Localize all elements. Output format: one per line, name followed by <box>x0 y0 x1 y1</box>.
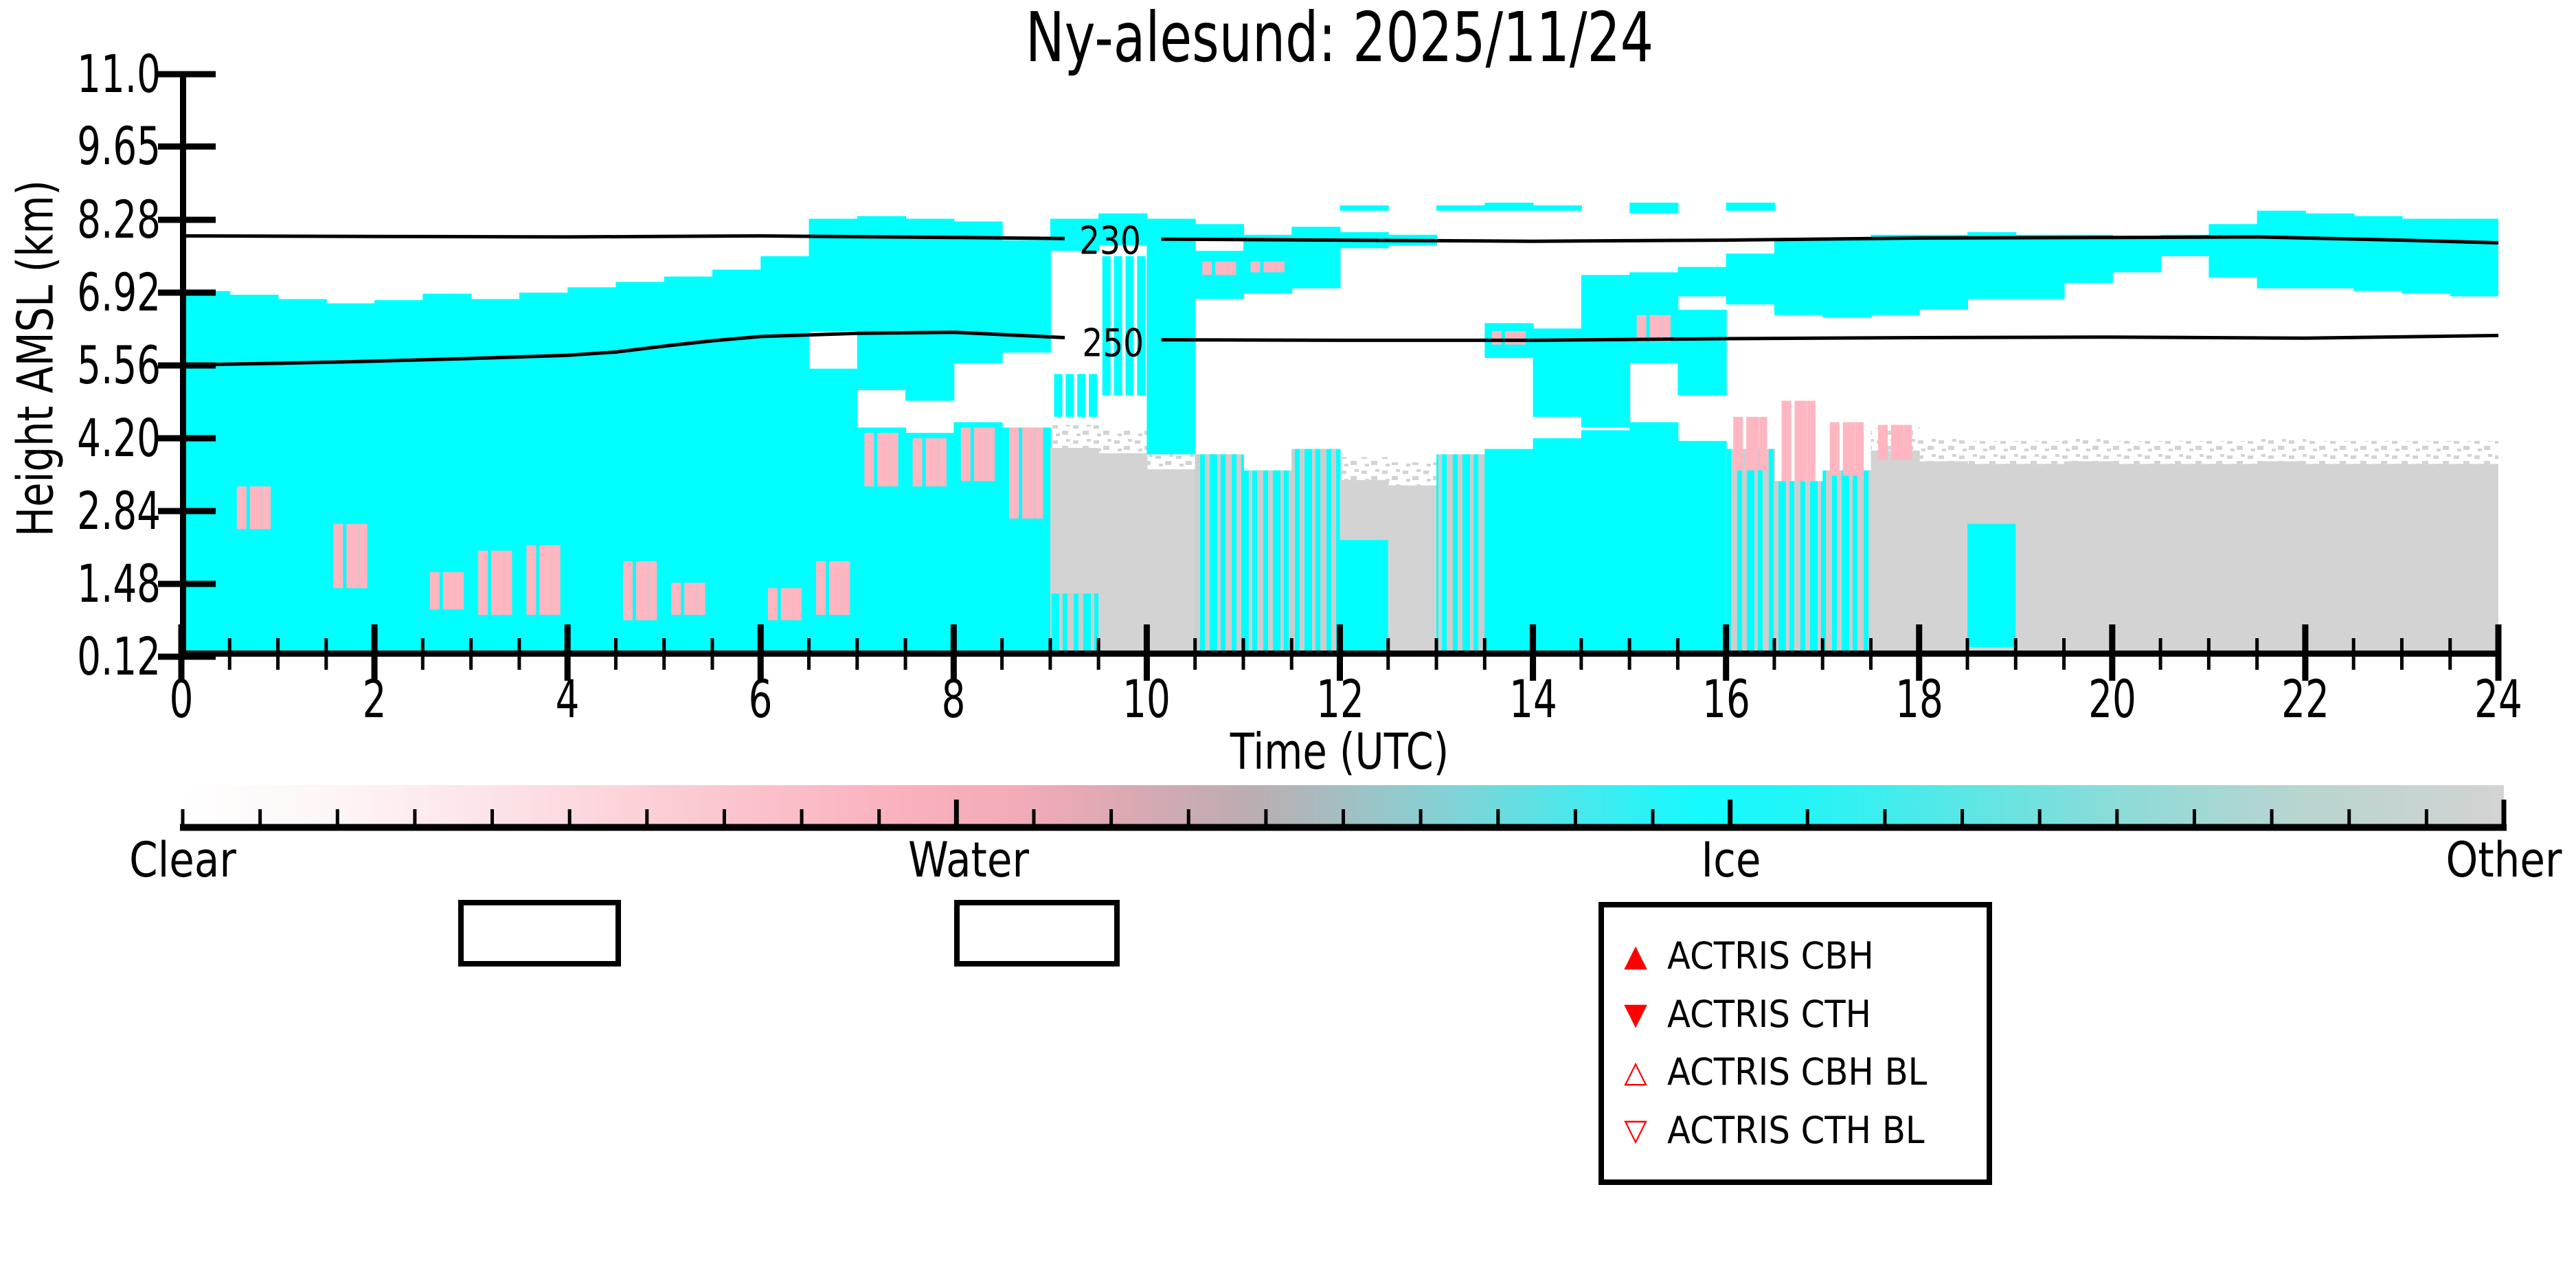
y-tick-label: 11.0 <box>77 43 161 104</box>
colorbar-label-water: Water <box>908 832 1029 888</box>
x-tick-label: 0 <box>169 668 194 730</box>
x-tick-label: 2 <box>362 668 387 730</box>
y-tick-label: 1.48 <box>77 553 161 614</box>
x-tick-label: 6 <box>748 668 773 730</box>
contour-label-230: 230 <box>1079 219 1141 264</box>
filled-up-triangle-icon: ▲ <box>1624 938 1647 974</box>
legend-row-cbh: ▲ ACTRIS CBH <box>1604 938 1987 975</box>
actris-legend: ▲ ACTRIS CBH ▼ ACTRIS CTH △ ACTRIS CBH B… <box>1598 902 1992 1185</box>
legend-label: ACTRIS CBH BL <box>1667 1050 1928 1094</box>
open-down-triangle-icon: ▽ <box>1624 1112 1647 1148</box>
x-tick-label: 12 <box>1315 668 1364 730</box>
x-tick-label: 22 <box>2281 668 2329 730</box>
y-tick-label: 5.56 <box>77 335 161 396</box>
colorbar-label-ice: Ice <box>1701 832 1761 888</box>
empty-legend-box-2 <box>954 900 1120 967</box>
colorbar-label-clear: Clear <box>129 832 236 888</box>
open-up-triangle-icon: △ <box>1624 1054 1647 1090</box>
legend-row-cth: ▼ ACTRIS CTH <box>1604 992 1987 1036</box>
y-tick-label: 8.28 <box>77 189 161 250</box>
x-tick-label: 10 <box>1122 668 1171 730</box>
y-ticks <box>158 71 216 660</box>
plot-field <box>181 203 2498 657</box>
y-axis-title: Height AMSL (km) <box>6 180 65 537</box>
y-tick-label: 6.92 <box>77 262 161 323</box>
x-tick-label: 24 <box>2474 668 2522 730</box>
x-tick-label: 8 <box>941 668 966 730</box>
contour-250: 250 <box>181 321 2499 367</box>
x-ticks <box>178 624 2502 681</box>
x-tick-label: 4 <box>555 668 580 730</box>
legend-row-cth-bl: ▽ ACTRIS CTH BL <box>1604 1108 1987 1152</box>
x-tick-label: 16 <box>1702 668 1750 730</box>
contour-label-250: 250 <box>1082 321 1144 366</box>
x-tick-label: 18 <box>1895 668 1943 730</box>
legend-label: ACTRIS CTH BL <box>1667 1108 1925 1152</box>
colorbar-label-other: Other <box>2445 832 2562 888</box>
x-tick-label: 14 <box>1509 668 1557 730</box>
legend-label: ACTRIS CTH <box>1667 992 1872 1036</box>
page-title: Ny-alesund: 2025/11/24 <box>1025 0 1654 78</box>
x-axis-title: Time (UTC) <box>1230 723 1449 780</box>
contour-230: 230 <box>181 219 2499 264</box>
y-tick-label: 2.84 <box>77 480 161 541</box>
x-tick-label: 20 <box>2088 668 2136 730</box>
legend-row-cbh-bl: △ ACTRIS CBH BL <box>1604 1054 1987 1091</box>
colorbar <box>180 785 2507 831</box>
y-tick-label: 4.20 <box>77 407 161 468</box>
y-tick-label: 9.65 <box>77 115 161 177</box>
empty-legend-box-1 <box>458 900 621 967</box>
filled-down-triangle-icon: ▼ <box>1624 996 1647 1032</box>
y-tick-label: 0.12 <box>77 626 161 687</box>
legend-label: ACTRIS CBH <box>1667 934 1874 978</box>
